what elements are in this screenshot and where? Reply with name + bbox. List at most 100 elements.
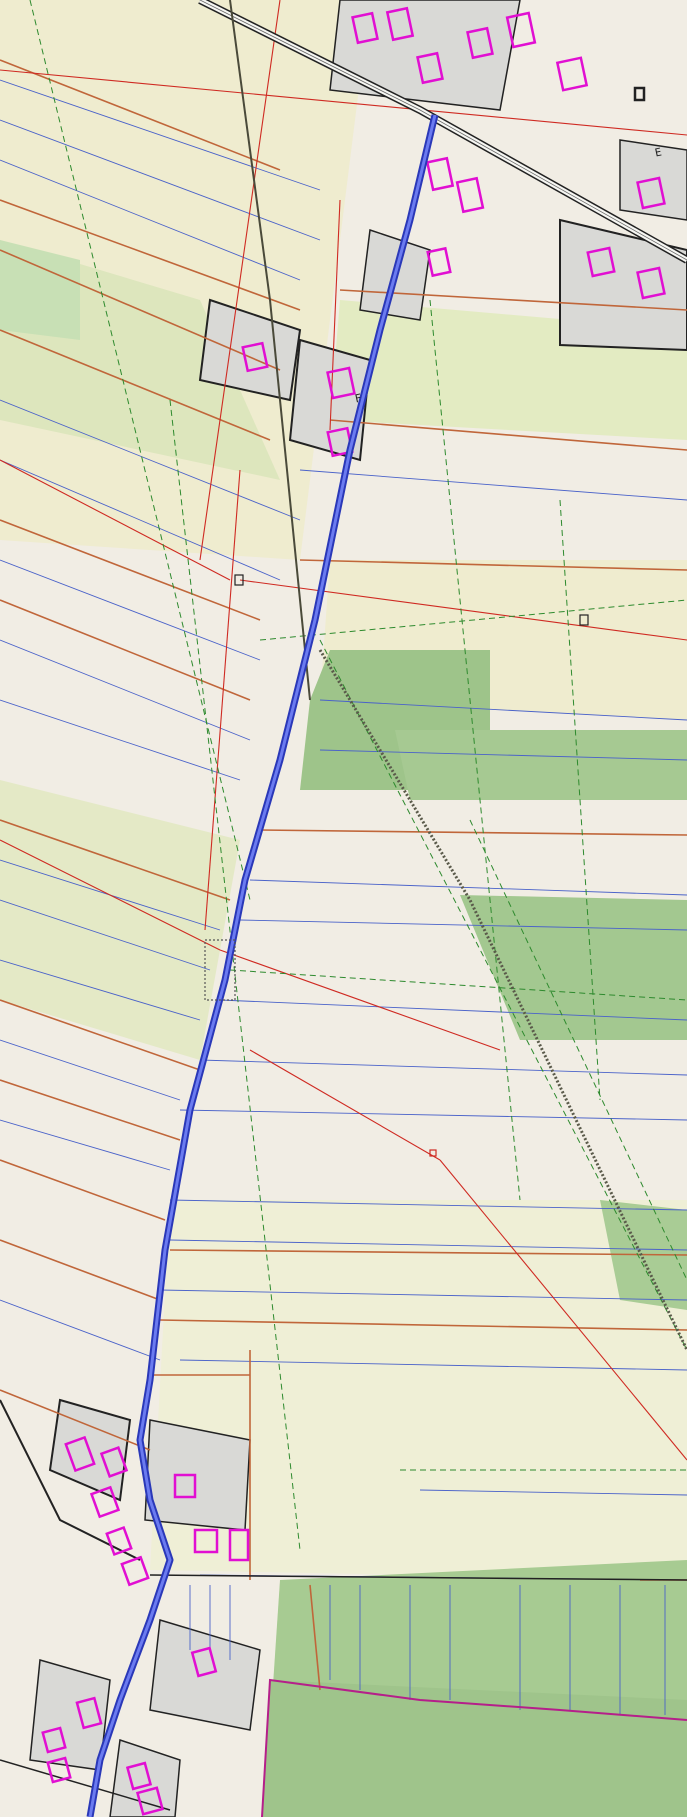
utility-line: [219, 949, 501, 1051]
parcel-line: [0, 899, 211, 971]
plot-area: [144, 1419, 251, 1531]
road: [199, 0, 687, 261]
road: [318, 649, 687, 1351]
utility-line: [0, 459, 231, 581]
building: [125, 1761, 153, 1791]
forest-boundary: [261, 1678, 687, 1817]
boundary-line: [0, 1239, 161, 1301]
building: [173, 1473, 197, 1499]
pipeline-route: [86, 114, 439, 1817]
parcel-line: [299, 469, 687, 501]
parcel-line: [0, 1039, 181, 1101]
ditch-line: [229, 969, 687, 1001]
boundary-line: [159, 1319, 687, 1331]
building: [505, 11, 537, 49]
ditch-line: [319, 639, 687, 1351]
boundary-line: [339, 289, 687, 311]
marker-box: [204, 939, 236, 1001]
drainage-ditches: [29, 0, 687, 1551]
ditch-line: [259, 599, 687, 641]
parcel-line: [169, 1199, 687, 1211]
forest-area: [262, 1680, 687, 1817]
utility-line: [249, 1049, 441, 1161]
boundary-line: [329, 419, 687, 451]
building: [636, 176, 666, 210]
ditch-line: [29, 0, 251, 901]
parcel-line: [179, 1359, 687, 1371]
boundary-line: [0, 819, 231, 901]
ditch-line: [469, 819, 687, 1281]
ditch-line: [169, 399, 301, 1551]
building: [586, 246, 616, 278]
boundary-line: [309, 1584, 321, 1691]
road: [149, 1574, 687, 1581]
ditch-line: [559, 499, 601, 1101]
boundary-line: [0, 329, 271, 441]
marker-box: [234, 574, 244, 586]
parcel-line: [0, 1119, 171, 1171]
parcel-line: [219, 999, 687, 1021]
marker-box: [579, 614, 589, 626]
building: [190, 1646, 218, 1678]
utility-lines: [0, 0, 687, 1461]
boundary-line: [0, 599, 251, 701]
parcel-line: [169, 1239, 687, 1251]
forest-area: [460, 895, 687, 1040]
boundary-line: [0, 59, 281, 171]
road: [229, 0, 311, 701]
utility-line: [239, 579, 687, 641]
hatch-lines: [189, 1585, 666, 1715]
building: [75, 1696, 103, 1730]
utility-line: [439, 1159, 687, 1461]
boundary-line: [259, 829, 687, 836]
marker-box: [633, 86, 646, 102]
field-areas: [0, 0, 687, 1580]
parcel-line: [319, 749, 687, 761]
building: [416, 51, 444, 85]
ditch-line: [429, 299, 521, 1201]
boundary-line: [0, 1389, 151, 1451]
parcel-line: [0, 559, 261, 661]
building: [64, 1435, 96, 1473]
building: [89, 1485, 121, 1519]
utility-line: [0, 69, 687, 136]
boundary-line: [0, 999, 201, 1071]
utility-line: [0, 839, 221, 951]
boundary-line: [0, 199, 301, 311]
building: [425, 156, 455, 192]
boundary-line: [0, 1159, 166, 1221]
building: [466, 26, 494, 60]
parcel-line: [0, 159, 301, 281]
building: [241, 341, 269, 373]
field-light-area: [150, 1200, 687, 1580]
utility-line: [199, 0, 281, 561]
marker-box: [429, 1149, 437, 1157]
plot-area: [109, 1739, 181, 1817]
forest-areas: [0, 240, 687, 1817]
parcel-line: [0, 399, 301, 521]
building: [228, 1528, 250, 1562]
boundary-line: [299, 559, 687, 571]
boundary-line: [169, 1249, 687, 1256]
building: [135, 1786, 165, 1816]
pipeline-line: [88, 114, 437, 1817]
building: [326, 366, 356, 400]
building: [636, 266, 666, 300]
building: [99, 1446, 129, 1478]
parcel-line: [319, 699, 687, 721]
building: [46, 1756, 72, 1784]
parcel-line: [199, 1059, 687, 1076]
utility-line: [204, 469, 241, 931]
parcel-line: [0, 639, 251, 741]
building: [351, 11, 379, 45]
forest-area: [0, 240, 80, 340]
plot-area: [198, 298, 302, 402]
building: [105, 1525, 133, 1557]
parcel-line: [159, 1289, 687, 1301]
parcel-line: [0, 959, 201, 1021]
parcel-line: [0, 119, 321, 241]
boundary-line: [0, 249, 281, 371]
